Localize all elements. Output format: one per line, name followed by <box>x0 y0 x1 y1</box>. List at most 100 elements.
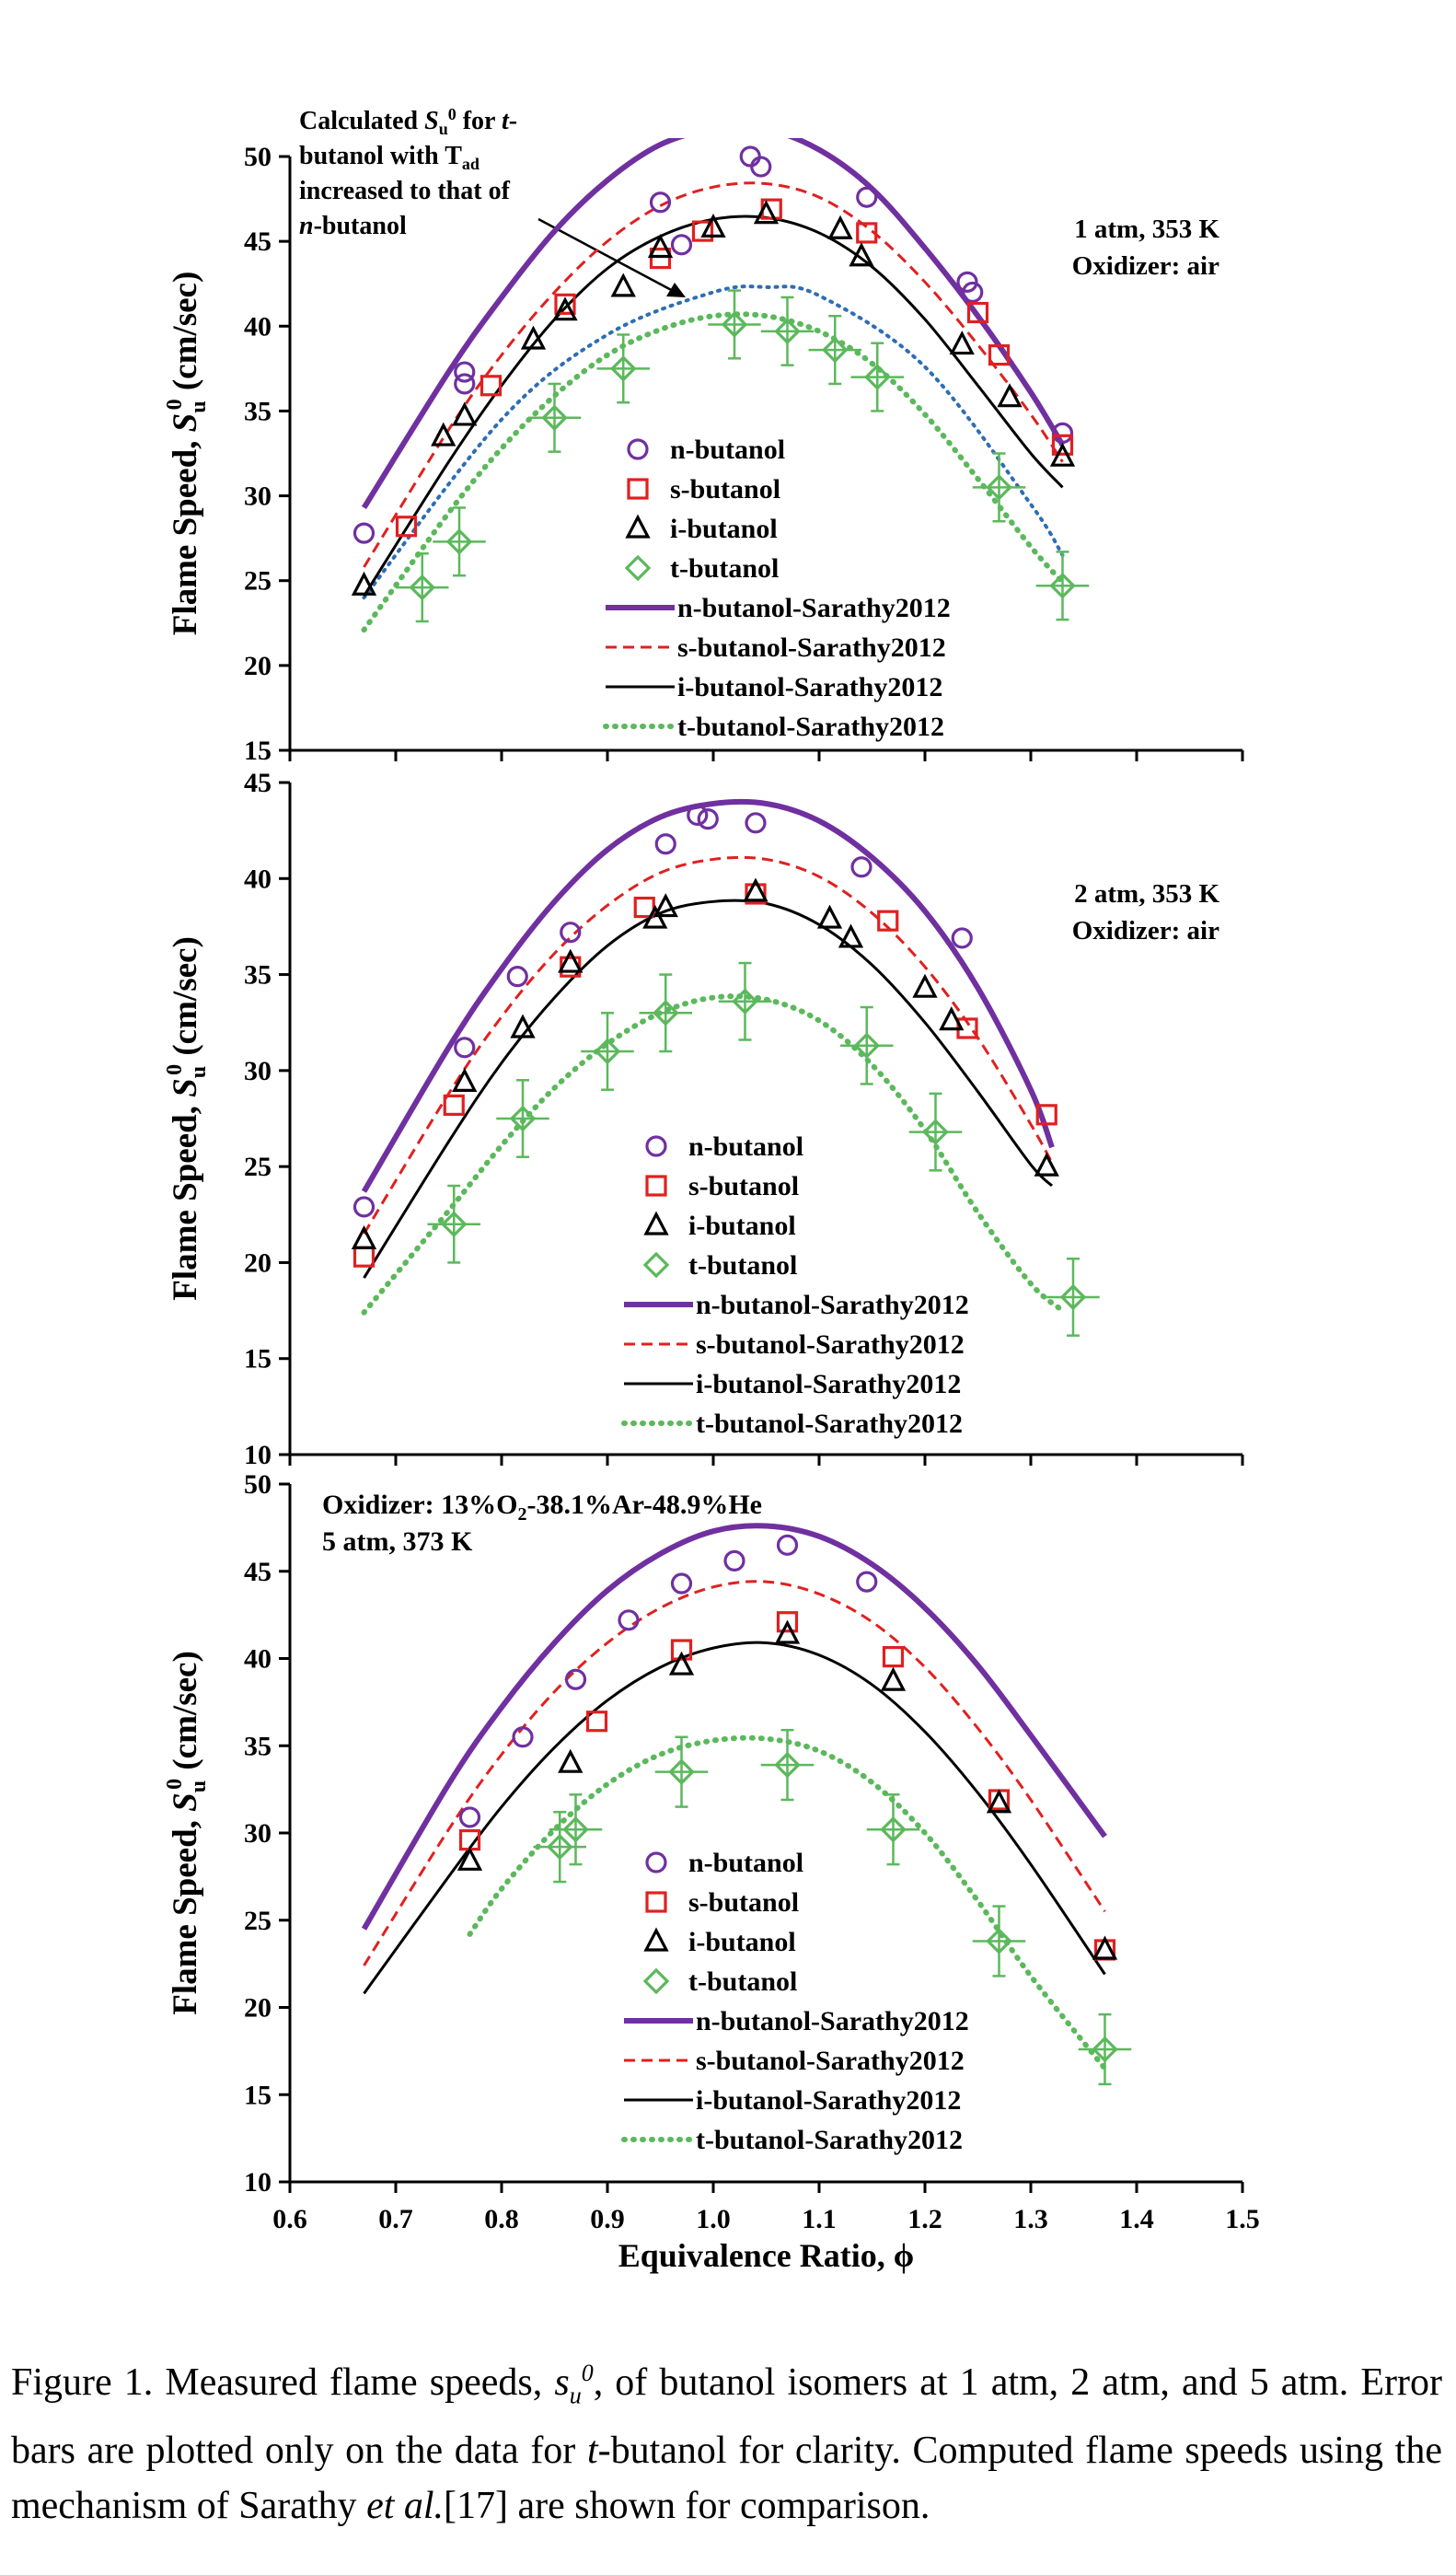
t-butanol-point <box>863 364 891 390</box>
t-butanol-point <box>880 1815 907 1843</box>
y-tick-label: 35 <box>244 396 272 426</box>
annotation-text-line: Calculated Su0 for t- <box>299 105 517 138</box>
legend-label: s-butanol <box>688 1887 799 1918</box>
i-butanol-point <box>912 973 938 998</box>
s-butanol-point <box>627 478 649 500</box>
x-tick-label: 0.7 <box>378 2204 413 2234</box>
n-butanol-point <box>352 522 376 544</box>
t-butanol-error-bar <box>972 1905 1026 1978</box>
x-tick-label: 0.9 <box>590 2204 625 2234</box>
caption-symbol: su0 <box>554 2360 594 2409</box>
i-butanol-Sarathy2012-curve <box>363 215 1064 597</box>
i-butanol-point <box>642 904 668 929</box>
t-butanol-point <box>986 474 1012 501</box>
conditions-text: Oxidizer: air <box>1072 251 1219 281</box>
i-butanol-point <box>625 514 651 539</box>
legend-label: s-butanol-Sarathy2012 <box>677 632 946 663</box>
n-butanol-point <box>564 1668 587 1690</box>
i-butanol-point <box>558 948 584 973</box>
n-butanol-point <box>739 145 761 168</box>
s-butanol-point <box>480 375 503 397</box>
t-butanol-error-bar <box>866 1793 920 1866</box>
n-butanol-point <box>512 1726 534 1748</box>
i-butanol-point <box>700 213 726 238</box>
s-butanol-point <box>645 1175 667 1197</box>
i-butanol-point <box>643 1927 669 1952</box>
n-butanol-point <box>506 966 528 988</box>
y-tick-label: 25 <box>244 566 272 597</box>
n-butanol-point <box>750 156 772 178</box>
y-tick-label: 50 <box>244 1469 272 1500</box>
i-butanol-point <box>838 923 864 948</box>
y-tick-label: 30 <box>244 1818 272 1849</box>
i-butanol-point <box>949 331 975 355</box>
legend-label: t-butanol-Sarathy2012 <box>677 712 944 742</box>
n-butanol-point <box>1051 422 1074 444</box>
t-butanol-error-bar <box>654 1735 709 1808</box>
y-axis-label: Flame Speed, Su0 (cm/sec) <box>163 936 211 1301</box>
t-butanol-point <box>509 1105 537 1132</box>
n-butanol-point <box>776 1534 799 1556</box>
i-butanol-Sarathy2012-curve <box>363 899 1054 1279</box>
n-butanol-point <box>951 927 973 949</box>
i-butanol-point <box>452 401 478 426</box>
caption-part-3: -butanol for clarity. Computed flame spe… <box>11 2430 1442 2528</box>
i-butanol-point <box>643 1211 669 1235</box>
legend-label: t-butanol-Sarathy2012 <box>696 1409 963 1439</box>
n-butanol-point <box>645 1851 667 1873</box>
x-tick-label: 1.1 <box>802 2204 837 2234</box>
y-tick-label: 50 <box>244 142 272 172</box>
y-tick-label: 15 <box>244 1344 272 1374</box>
y-tick-label: 40 <box>244 1644 272 1675</box>
y-tick-label: 20 <box>244 1993 272 2024</box>
i-butanol-point <box>880 1666 907 1691</box>
t-butanol-error-bar <box>1035 551 1090 621</box>
t-butanol-point <box>642 1251 670 1279</box>
legend-label: i-butanol <box>688 1927 796 1957</box>
n-butanol-point <box>956 271 978 293</box>
t-butanol-error-bar <box>1078 2012 1132 2086</box>
conditions-text: 5 atm, 373 K <box>322 1526 473 1557</box>
conditions-text: 2 atm, 353 K <box>1074 879 1219 909</box>
caption-t-italic: t <box>586 2430 598 2473</box>
t-butanol-point <box>541 404 568 432</box>
i-butanol-point <box>849 242 874 267</box>
legend-label: s-butanol-Sarathy2012 <box>696 2046 965 2076</box>
n-butanol-point <box>649 191 672 214</box>
y-tick-label: 15 <box>244 2080 272 2110</box>
conditions-text: 1 atm, 353 K <box>1074 215 1219 244</box>
x-tick-label: 1.4 <box>1119 2204 1154 2234</box>
t-butanol-error-bar <box>718 961 772 1041</box>
s-butanol-point <box>670 1639 693 1661</box>
s-butanol-point <box>966 301 989 324</box>
t-butanol-point <box>922 1119 949 1145</box>
s-butanol-point <box>585 1711 608 1733</box>
caption-part-4: [17] are shown for comparison. <box>444 2485 930 2528</box>
t-butanol-point <box>853 1032 881 1060</box>
t-butanol-point <box>1049 572 1076 599</box>
t-butanol-point <box>624 554 652 582</box>
t-butanol-error-bar <box>760 1728 815 1802</box>
s-butanol-point <box>745 883 767 905</box>
n-butanol-point <box>618 1609 640 1631</box>
legend-label: t-butanol <box>688 1966 797 1997</box>
s-butanol-point <box>776 1611 799 1633</box>
n-butanol-point <box>850 856 872 878</box>
caption-et-al: et al. <box>366 2485 445 2528</box>
i-butanol-point <box>997 383 1023 408</box>
t-butanol-point <box>774 1751 801 1779</box>
t-butanol-point <box>594 1038 621 1065</box>
x-tick-label: 1.3 <box>1013 2204 1048 2234</box>
t-butanol-error-bar <box>427 1184 480 1264</box>
s-butanol-point <box>395 516 418 538</box>
x-axis-label: Equivalence Ratio, ϕ <box>618 2237 914 2274</box>
chart-panel-3: 10 15 20 25 30 35 40 45 50 0.6 0.7 0.8 0.9 1.0 1.1 1.2 1… <box>163 1469 1260 2234</box>
n-butanol-point <box>697 808 719 830</box>
i-butanol-point <box>452 1067 478 1092</box>
t-butanol-point <box>409 574 436 601</box>
t-butanol-point <box>609 355 637 382</box>
annotation-text-line: increased to that of <box>299 177 511 205</box>
t-butanol-error-bar <box>433 506 486 577</box>
legend-label: n-butanol-Sarathy2012 <box>696 1290 969 1320</box>
t-butanol-error-bar <box>850 342 904 412</box>
